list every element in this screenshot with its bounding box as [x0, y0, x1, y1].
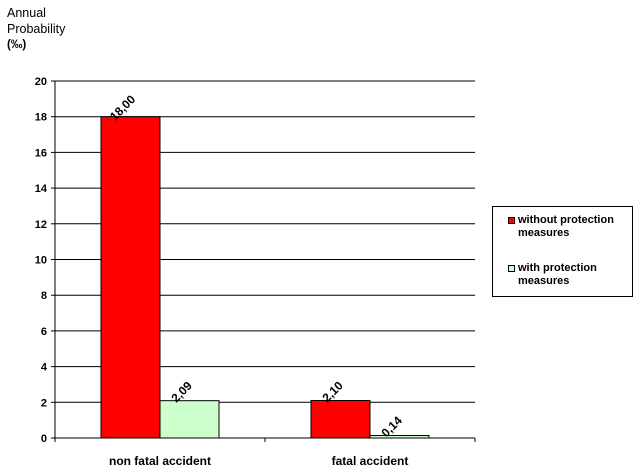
- y-tick-label: 16: [35, 147, 47, 159]
- y-tick-label: 20: [35, 76, 47, 88]
- y-tick-label: 2: [41, 397, 47, 409]
- legend-item-without-protection: without protection measures: [508, 214, 628, 240]
- legend-swatch-red: [508, 217, 515, 224]
- y-tick-label: 8: [41, 290, 47, 302]
- y-tick-label: 14: [35, 183, 48, 195]
- legend: without protection measures with protect…: [492, 206, 633, 297]
- legend-swatch-green: [508, 265, 515, 272]
- y-axis-title: Annual Probability (‰): [7, 5, 65, 53]
- y-tick-label: 10: [35, 255, 47, 267]
- bar: [310, 400, 371, 439]
- y-tick-label: 18: [35, 112, 47, 124]
- y-tick-label: 0: [41, 433, 47, 445]
- legend-label: with protection measures: [518, 262, 597, 287]
- bar: [159, 400, 220, 439]
- y-tick-label: 12: [35, 219, 47, 231]
- bar: [369, 435, 430, 439]
- legend-label: without protection measures: [518, 214, 614, 239]
- y-axis-title-line-2: Probability: [7, 22, 66, 36]
- y-axis-title-line-1: Annual: [7, 6, 46, 20]
- x-category-label: non fatal accident: [109, 454, 211, 468]
- y-tick-label: 4: [41, 362, 48, 374]
- bar: [100, 116, 161, 439]
- legend-item-with-protection: with protection measures: [508, 262, 628, 288]
- y-tick-label: 6: [41, 326, 47, 338]
- x-category-label: fatal accident: [332, 454, 409, 468]
- y-axis-unit: (‰): [7, 39, 27, 51]
